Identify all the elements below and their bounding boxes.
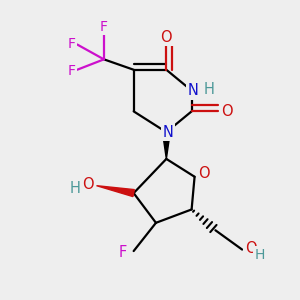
Text: F: F bbox=[67, 64, 75, 78]
Text: N: N bbox=[188, 83, 199, 98]
Text: H: H bbox=[70, 181, 80, 196]
Text: H: H bbox=[204, 82, 215, 97]
Text: F: F bbox=[119, 245, 128, 260]
Polygon shape bbox=[97, 186, 134, 196]
Text: O: O bbox=[221, 104, 232, 119]
Text: O: O bbox=[244, 241, 256, 256]
Text: F: F bbox=[67, 38, 75, 52]
Text: N: N bbox=[162, 125, 173, 140]
Polygon shape bbox=[163, 132, 170, 159]
Text: H: H bbox=[255, 248, 265, 262]
Text: O: O bbox=[160, 30, 172, 45]
Text: O: O bbox=[198, 166, 210, 181]
Text: O: O bbox=[82, 177, 93, 192]
Text: F: F bbox=[100, 20, 108, 34]
